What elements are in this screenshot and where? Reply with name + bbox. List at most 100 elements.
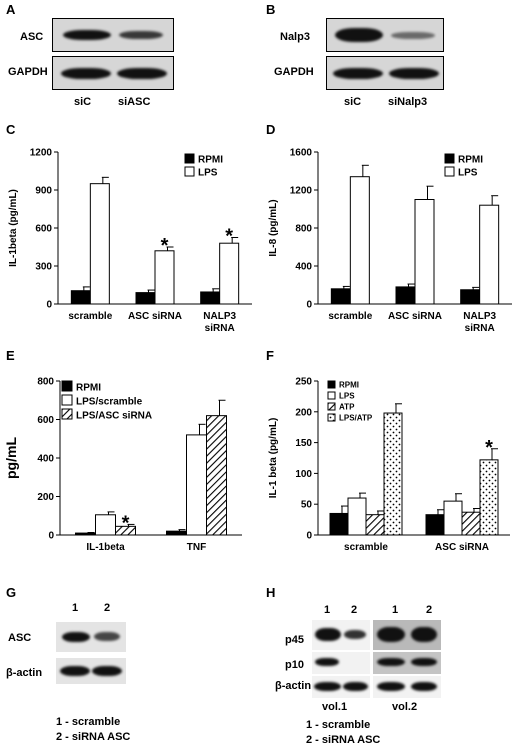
significance-star: * <box>225 226 233 248</box>
panel-label-a: A <box>6 2 16 17</box>
western-blot <box>373 652 441 674</box>
blot-row-label: GAPDH <box>8 66 48 78</box>
western-blot <box>312 676 370 698</box>
legend-label: LPS <box>339 392 355 401</box>
y-tick-label: 600 <box>35 224 52 235</box>
blot-band <box>314 682 341 691</box>
blot-band <box>344 630 366 639</box>
bar <box>206 415 227 536</box>
western-blot <box>312 652 370 674</box>
x-tick-label: TNF <box>187 542 206 553</box>
blot-row-label: GAPDH <box>274 66 314 78</box>
y-axis-label: IL-1beta (pg/mL) <box>8 189 19 267</box>
y-tick-label: 0 <box>46 300 52 311</box>
y-tick-label: 0 <box>48 531 54 542</box>
bar <box>166 530 187 536</box>
western-blot <box>326 18 444 52</box>
bar-chart-f: 0 50 100 150 200 250 IL-1 beta (pg/mL) scramble… <box>268 377 510 553</box>
blot-band <box>333 68 383 79</box>
bar <box>219 242 240 305</box>
bar <box>461 511 481 536</box>
y-tick-label: 100 <box>295 469 312 480</box>
y-tick-label: 1600 <box>290 148 313 159</box>
bar <box>414 199 435 305</box>
legend-swatch <box>327 413 336 422</box>
y-tick-label: 400 <box>37 454 54 465</box>
western-blot <box>312 620 370 650</box>
y-axis-label: IL-8 (pg/mL) <box>268 199 279 256</box>
bar <box>115 525 136 536</box>
lane-number: 1 <box>392 604 399 616</box>
legend-label: LPS/scramble <box>76 397 143 408</box>
significance-star: * <box>122 512 130 534</box>
y-axis-label: IL-1 beta (pg/mL) <box>268 418 279 499</box>
y-tick-label: 800 <box>37 377 54 388</box>
bar <box>154 250 175 305</box>
blot-band <box>61 68 111 79</box>
x-tick-label: scramble <box>344 542 388 553</box>
bar <box>135 292 156 305</box>
blot-row-label: β-actin <box>6 667 43 679</box>
blot-row-label: β-actin <box>275 680 312 692</box>
legend-swatch <box>184 166 195 177</box>
western-blot <box>52 18 174 52</box>
bar-chart-e: 0 200 400 600 800 pg/mL * IL-1beta TNF RPMI LPS/sc… <box>3 377 242 553</box>
panel-label-c: C <box>6 122 16 137</box>
x-tick-label: siRNA <box>465 323 495 334</box>
x-tick-label: NALP3 <box>203 311 236 322</box>
x-tick-label: siRNA <box>205 323 235 334</box>
blot-band <box>315 628 341 641</box>
blot-row-label: ASC <box>8 632 32 644</box>
blot-band <box>411 682 437 691</box>
y-tick-label: 250 <box>295 377 312 388</box>
x-tick-label: scramble <box>68 311 112 322</box>
bar <box>425 514 445 536</box>
blot-band <box>411 658 437 666</box>
bar <box>365 514 385 536</box>
western-blot <box>56 622 126 652</box>
legend-swatch <box>327 402 336 411</box>
blot-band <box>343 682 368 691</box>
blot-band <box>117 68 167 79</box>
y-tick-label: 1200 <box>290 186 313 197</box>
blot-row-label: Nalp3 <box>280 31 310 43</box>
blot-band <box>335 28 383 42</box>
blot-band <box>377 627 405 642</box>
x-tick-label: scramble <box>328 311 372 322</box>
bar <box>460 289 481 305</box>
legend-label: LPS <box>458 168 478 179</box>
bar <box>383 412 403 536</box>
volume-label: vol.2 <box>392 701 418 713</box>
legend-label: LPS/ATP <box>339 414 373 423</box>
y-tick-label: 400 <box>295 262 312 273</box>
blot-band <box>391 32 435 39</box>
legend-swatch <box>61 408 73 420</box>
legend-line: 2 - siRNA ASC <box>306 734 381 746</box>
lane-number: 1 <box>72 602 79 614</box>
legend-line: 1 - scramble <box>56 716 121 728</box>
lane-label: siNalp3 <box>388 96 428 108</box>
blot-band <box>119 31 163 39</box>
bar <box>479 204 500 305</box>
legend-label: LPS <box>198 168 218 179</box>
x-tick-label: ASC siRNA <box>388 311 442 322</box>
blot-band <box>92 666 122 676</box>
western-blot <box>373 620 441 650</box>
bar <box>479 459 499 536</box>
legend-swatch <box>61 380 73 392</box>
y-tick-label: 0 <box>306 531 312 542</box>
legend-swatch <box>184 153 195 164</box>
panel-label-h: H <box>266 585 276 600</box>
legend-label: ATP <box>339 403 355 412</box>
bar <box>349 176 370 305</box>
lane-label: siC <box>74 96 92 108</box>
blot-row-label: p45 <box>285 634 304 646</box>
blot-band <box>60 666 90 676</box>
legend-label: RPMI <box>76 383 101 394</box>
lane-number: 1 <box>324 604 331 616</box>
y-tick-label: 800 <box>295 224 312 235</box>
y-tick-label: 0 <box>306 300 312 311</box>
western-blot <box>56 658 126 684</box>
blot-band <box>62 632 90 642</box>
bar <box>75 532 96 536</box>
